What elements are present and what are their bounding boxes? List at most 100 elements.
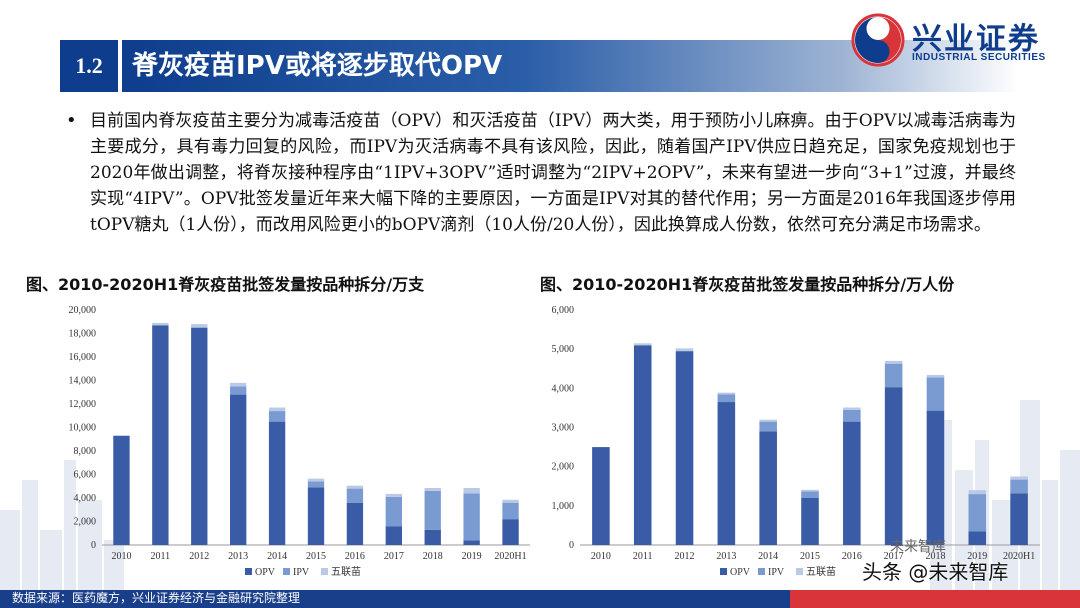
bar-五联苗-2015 bbox=[307, 478, 325, 482]
x-tick-label: 2012 bbox=[189, 551, 209, 562]
bar-五联苗-2019 bbox=[968, 490, 987, 495]
bar-IPV-2014 bbox=[268, 411, 286, 422]
x-tick-label: 2016 bbox=[842, 551, 862, 562]
bar-IPV-2017 bbox=[385, 496, 402, 527]
x-tick-label: 2013 bbox=[228, 551, 248, 562]
left-chart: 0 2,000 4,000 6,000 8,000 10,000 12,000 14,000 1… bbox=[69, 305, 530, 578]
brand-logo: 兴业证券 INDUSTRIAL SECURITIES bbox=[850, 12, 1070, 68]
bar-IPV-2018 bbox=[926, 377, 945, 411]
legend-label: 五联苗 bbox=[806, 566, 836, 578]
y-tick-label: 18,000 bbox=[69, 329, 97, 340]
bar-OPV-2019 bbox=[968, 531, 987, 545]
bar-五联苗-2018 bbox=[424, 488, 441, 491]
bar-OPV-2018 bbox=[926, 410, 945, 545]
x-tick-label: 2016 bbox=[345, 551, 365, 562]
bar-OPV-2015 bbox=[801, 498, 819, 545]
y-tick-label: 12,000 bbox=[69, 399, 97, 410]
legend-swatch bbox=[321, 568, 328, 575]
left-figure-title: 图、2010-2020H1脊灰疫苗批签发量按品种拆分/万支 bbox=[26, 275, 425, 294]
data-source: 数据来源：医药魔方，兴业证券经济与金融研究院整理 bbox=[12, 591, 301, 605]
y-tick-label: 0 bbox=[91, 540, 96, 551]
section-number: 1.2 bbox=[60, 40, 118, 92]
x-tick-label: 2017 bbox=[384, 551, 404, 562]
bar-五联苗-2012 bbox=[675, 348, 694, 352]
bar-IPV-2019 bbox=[968, 494, 987, 532]
logo-en-text: INDUSTRIAL SECURITIES bbox=[912, 52, 1046, 63]
y-tick-label: 0 bbox=[569, 540, 574, 551]
bar-OPV-2013 bbox=[230, 394, 247, 545]
bar-五联苗-2014 bbox=[268, 407, 286, 412]
x-tick-label: 2019 bbox=[462, 551, 482, 562]
bar-OPV-2013 bbox=[717, 402, 736, 545]
y-tick-label: 8,000 bbox=[74, 446, 97, 457]
bar-五联苗-2011 bbox=[633, 343, 652, 346]
page-title: 脊灰疫苗IPV或将逐步取代OPV bbox=[132, 51, 503, 81]
y-tick-label: 4,000 bbox=[74, 493, 97, 504]
bar-五联苗-2016 bbox=[843, 407, 861, 410]
bar-OPV-2020H1 bbox=[1010, 493, 1028, 545]
bar-五联苗-2016 bbox=[346, 485, 364, 489]
bar-OPV-2019 bbox=[463, 540, 480, 545]
x-tick-label: 2015 bbox=[306, 551, 326, 562]
legend-swatch bbox=[245, 568, 252, 575]
right-figure-title: 图、2010-2020H1脊灰疫苗批签发量按品种拆分/万人份 bbox=[540, 275, 955, 294]
bar-OPV-2016 bbox=[346, 502, 364, 545]
bar-OPV-2018 bbox=[424, 529, 441, 545]
y-tick-label: 4,000 bbox=[552, 383, 575, 394]
footer-bar bbox=[0, 590, 1080, 608]
bar-五联苗-2019 bbox=[463, 488, 480, 494]
x-tick-label: 2020H1 bbox=[1003, 551, 1035, 562]
bar-五联苗-2018 bbox=[926, 375, 945, 378]
y-tick-label: 2,000 bbox=[552, 462, 575, 473]
bar-五联苗-2020H1 bbox=[1010, 476, 1028, 480]
watermark-top: 未来智库 bbox=[890, 539, 946, 555]
x-tick-label: 2013 bbox=[716, 551, 736, 562]
bar-五联苗-2014 bbox=[759, 419, 777, 422]
bar-OPV-2017 bbox=[884, 387, 903, 545]
bar-五联苗-2011 bbox=[152, 322, 169, 326]
bar-IPV-2018 bbox=[424, 490, 441, 530]
page-header: 1.2 脊灰疫苗IPV或将逐步取代OPV 兴业证券 INDUSTRIAL SEC… bbox=[0, 0, 1080, 100]
watermark: 头条 @未来智库 bbox=[862, 560, 1009, 584]
bar-OPV-2016 bbox=[843, 421, 861, 545]
x-tick-label: 2010 bbox=[111, 551, 131, 562]
x-tick-label: 2017 bbox=[884, 551, 904, 562]
body-paragraph: 目前国内脊灰疫苗主要分为减毒活疫苗（OPV）和灭活疫苗（IPV）两大类，用于预防… bbox=[90, 111, 1016, 235]
bar-OPV-2015 bbox=[307, 487, 325, 545]
bar-五联苗-2017 bbox=[385, 493, 402, 497]
x-tick-label: 2018 bbox=[925, 551, 945, 562]
bar-OPV-2014 bbox=[268, 421, 286, 545]
bar-IPV-2017 bbox=[884, 363, 903, 388]
x-tick-label: 2011 bbox=[633, 551, 653, 562]
legend-label: OPV bbox=[255, 567, 276, 578]
bar-IPV-2015 bbox=[307, 481, 325, 488]
bar-OPV-2014 bbox=[759, 431, 777, 545]
x-tick-label: 2014 bbox=[758, 551, 778, 562]
y-tick-label: 10,000 bbox=[69, 423, 97, 434]
bar-OPV-2012 bbox=[191, 327, 208, 545]
legend-label: IPV bbox=[768, 567, 785, 578]
right-chart: 0 1,000 2,000 3,000 4,000 5,000 6,000 2010 2011 2… bbox=[552, 305, 1040, 578]
bar-五联苗-2017 bbox=[884, 360, 903, 364]
bar-IPV-2013 bbox=[230, 386, 247, 395]
bar-OPV-2011 bbox=[152, 325, 169, 545]
legend-swatch bbox=[758, 568, 765, 575]
bar-OPV-2012 bbox=[675, 351, 694, 545]
y-tick-label: 16,000 bbox=[69, 352, 97, 363]
bar-IPV-2015 bbox=[801, 491, 819, 498]
bar-OPV-2017 bbox=[385, 526, 402, 545]
bullet-paragraph: • 目前国内脊灰疫苗主要分为减毒活疫苗（OPV）和灭活疫苗（IPV）两大类，用于… bbox=[66, 108, 1016, 238]
bar-OPV-2020H1 bbox=[502, 519, 519, 545]
bullet-dot-icon: • bbox=[66, 110, 77, 131]
bar-IPV-2019 bbox=[463, 493, 480, 541]
bar-IPV-2016 bbox=[346, 488, 364, 503]
bar-五联苗-2013 bbox=[230, 382, 247, 387]
x-tick-label: 2020H1 bbox=[494, 551, 526, 562]
y-tick-label: 2,000 bbox=[74, 517, 97, 528]
x-tick-label: 2014 bbox=[267, 551, 287, 562]
logo-cn-text: 兴业证券 bbox=[912, 22, 1040, 57]
legend-label: IPV bbox=[293, 567, 310, 578]
bar-OPV-2010 bbox=[113, 435, 130, 545]
x-tick-label: 2015 bbox=[800, 551, 820, 562]
bar-IPV-2020H1 bbox=[1010, 479, 1028, 494]
